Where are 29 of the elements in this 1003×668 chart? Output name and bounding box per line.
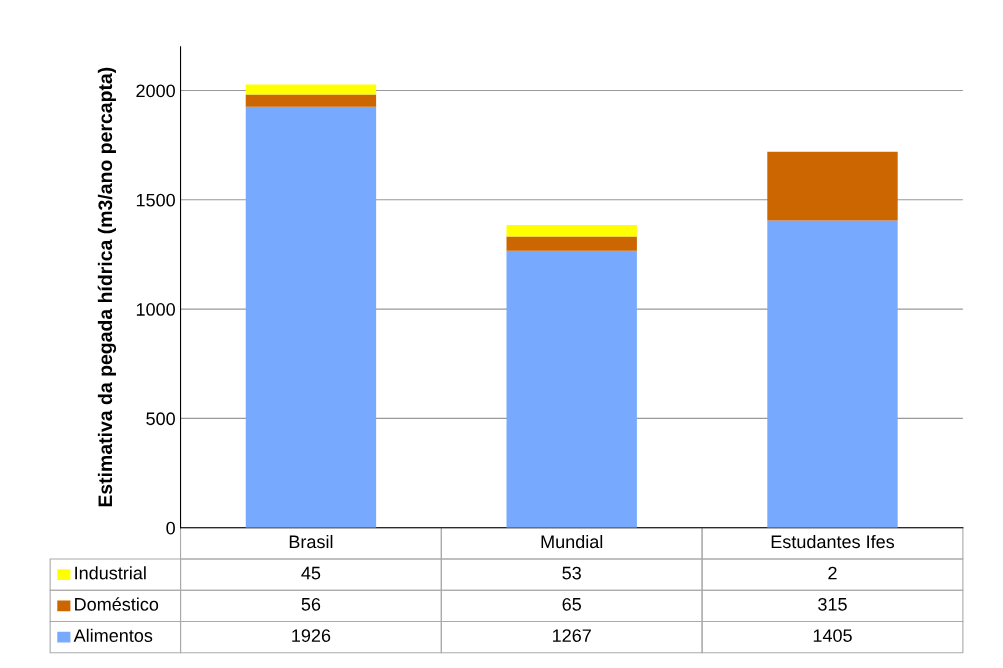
y-tick-label: 1500	[136, 193, 175, 207]
bar	[506, 250, 637, 528]
y-tick-label: 500	[146, 412, 175, 426]
bar	[767, 220, 898, 528]
data-label: 45	[301, 566, 321, 580]
bar	[506, 224, 637, 237]
x-tick-label: Brasil	[289, 534, 333, 549]
data-label: 53	[562, 566, 581, 580]
legend-label: Doméstico	[75, 597, 159, 611]
y-tick-label: 0	[166, 521, 175, 535]
bar	[506, 236, 637, 251]
data-label: 315	[818, 597, 847, 611]
bar	[245, 94, 377, 107]
data-label: 56	[301, 597, 321, 611]
legend-label: Alimentos	[73, 628, 153, 642]
y-axis-title: Estimativa da pegada hídrica (m3/ano percapta)	[97, 67, 117, 507]
bar	[245, 84, 377, 95]
y-tick-label: 1000	[136, 303, 175, 316]
legend-label: Industrial	[75, 566, 146, 580]
x-tick-label: Mundial	[541, 534, 603, 549]
bar	[767, 151, 898, 221]
y-tick-label: 2000	[136, 84, 175, 98]
bar	[245, 106, 377, 528]
data-label: 1267	[553, 629, 591, 642]
data-label: 65	[562, 597, 581, 611]
data-label: 2	[828, 566, 837, 580]
x-tick-label: Estudantes Ifes	[771, 534, 895, 549]
data-label: 1405	[813, 629, 852, 642]
data-label: 1926	[292, 629, 331, 642]
